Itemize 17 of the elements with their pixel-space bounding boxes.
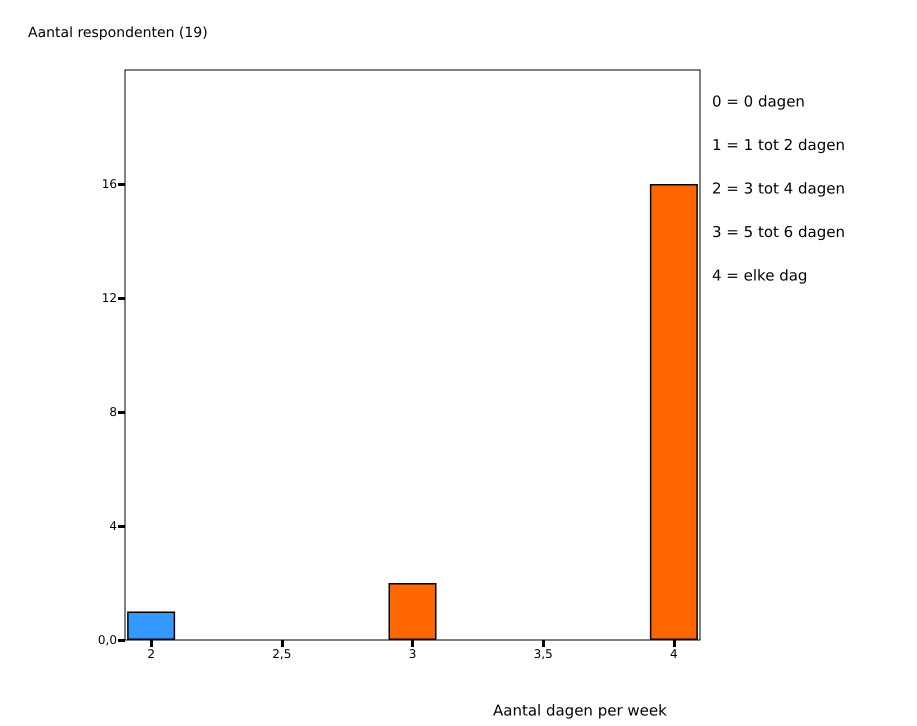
x-tick-label: 2 bbox=[147, 647, 155, 661]
y-tick-label: 0,0 bbox=[98, 633, 117, 647]
text: 2 = 3 tot 4 dagen bbox=[712, 180, 845, 198]
y-tick-label: 16 bbox=[102, 177, 117, 191]
y-tick-label: 12 bbox=[102, 291, 117, 305]
text: 1 = 1 tot 2 dagen bbox=[712, 136, 845, 154]
text: 3 = 5 tot 6 dagen bbox=[712, 223, 845, 241]
x-tick-label: 3,5 bbox=[534, 647, 553, 661]
y-tick-label: 8 bbox=[109, 405, 117, 419]
y-tick-label: 4 bbox=[109, 519, 117, 533]
x-tick-label: 4 bbox=[670, 647, 678, 661]
x-tick-label: 2,5 bbox=[272, 647, 292, 661]
text: 0 = 0 dagen bbox=[712, 92, 805, 110]
x-tick-label: 3 bbox=[408, 647, 416, 661]
text: 4 = elke dag bbox=[712, 266, 808, 284]
x-axis-title: Aantal dagen per week bbox=[493, 702, 668, 720]
y-axis-title: Aantal respondenten (19) bbox=[28, 25, 208, 41]
